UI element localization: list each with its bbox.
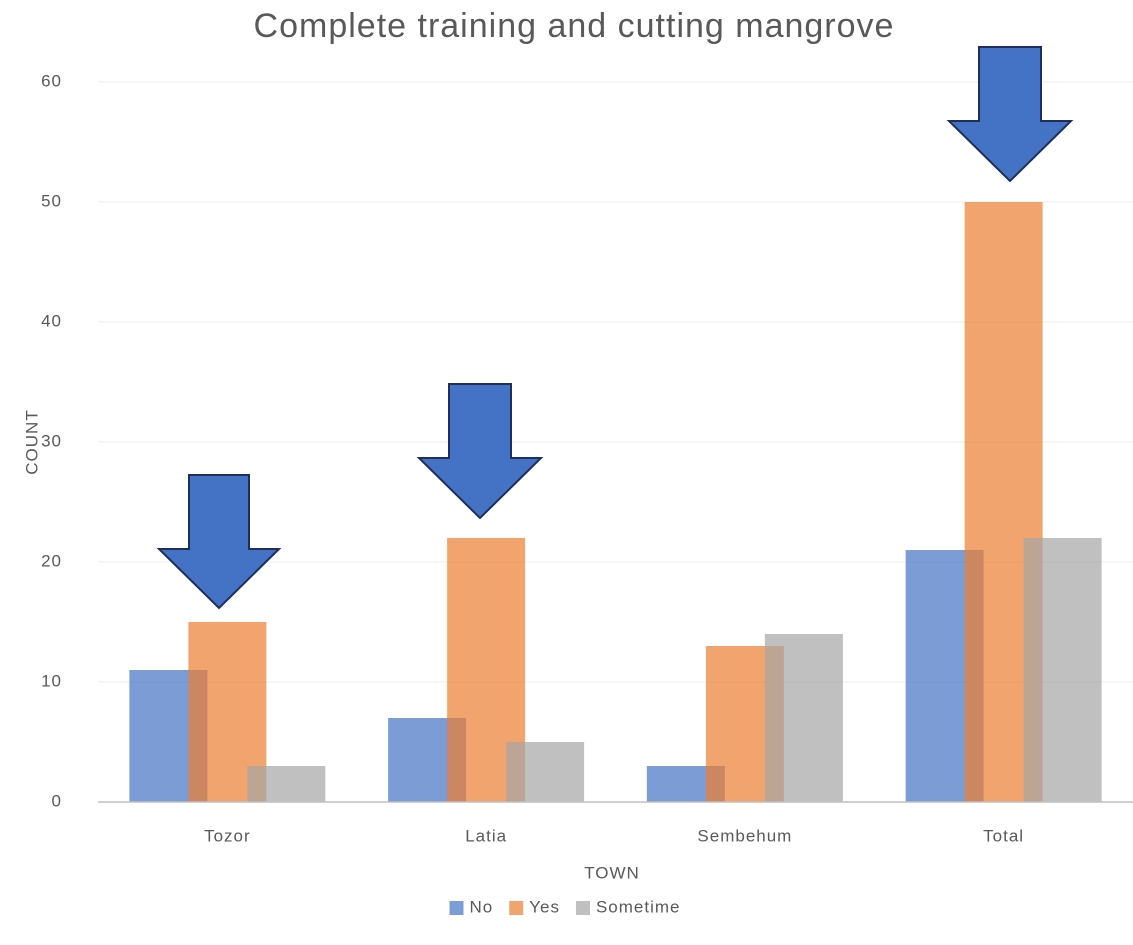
y-tick-label: 30 [41,431,62,450]
legend-label: Yes [529,897,560,916]
y-tick-label: 0 [52,791,62,810]
y-tick-label: 10 [41,671,62,690]
plot-area: 0 10 20 30 40 50 60 Tozor Latia Sembehum Total No Ye… [41,71,1133,916]
y-tick-label: 50 [41,191,62,210]
x-tick-label: Sembehum [697,826,792,845]
y-axis-label: COUNT [22,409,41,474]
bar [506,742,585,802]
y-tick-label: 20 [41,551,62,570]
annotations [156,46,1074,610]
y-tick-label: 60 [41,71,62,90]
legend-swatch [575,901,590,915]
bar [247,766,326,802]
chart-title: Complete training and cutting mangrove [254,7,895,45]
legend: No Yes Sometime [449,897,681,916]
x-tick-label: Tozor [204,826,251,845]
x-tick-label: Total [983,826,1024,845]
bar [1023,538,1102,802]
legend-label: No [470,897,494,916]
legend-swatch [509,901,524,915]
arrow [946,46,1074,183]
legend-swatch [449,901,464,915]
legend-label: Sometime [596,897,681,916]
arrow [416,383,544,520]
arrow [156,474,282,610]
y-tick-label: 40 [41,311,62,330]
x-axis-label: TOWN [584,863,640,882]
bar [764,634,843,802]
x-tick-label: Latia [465,826,507,845]
